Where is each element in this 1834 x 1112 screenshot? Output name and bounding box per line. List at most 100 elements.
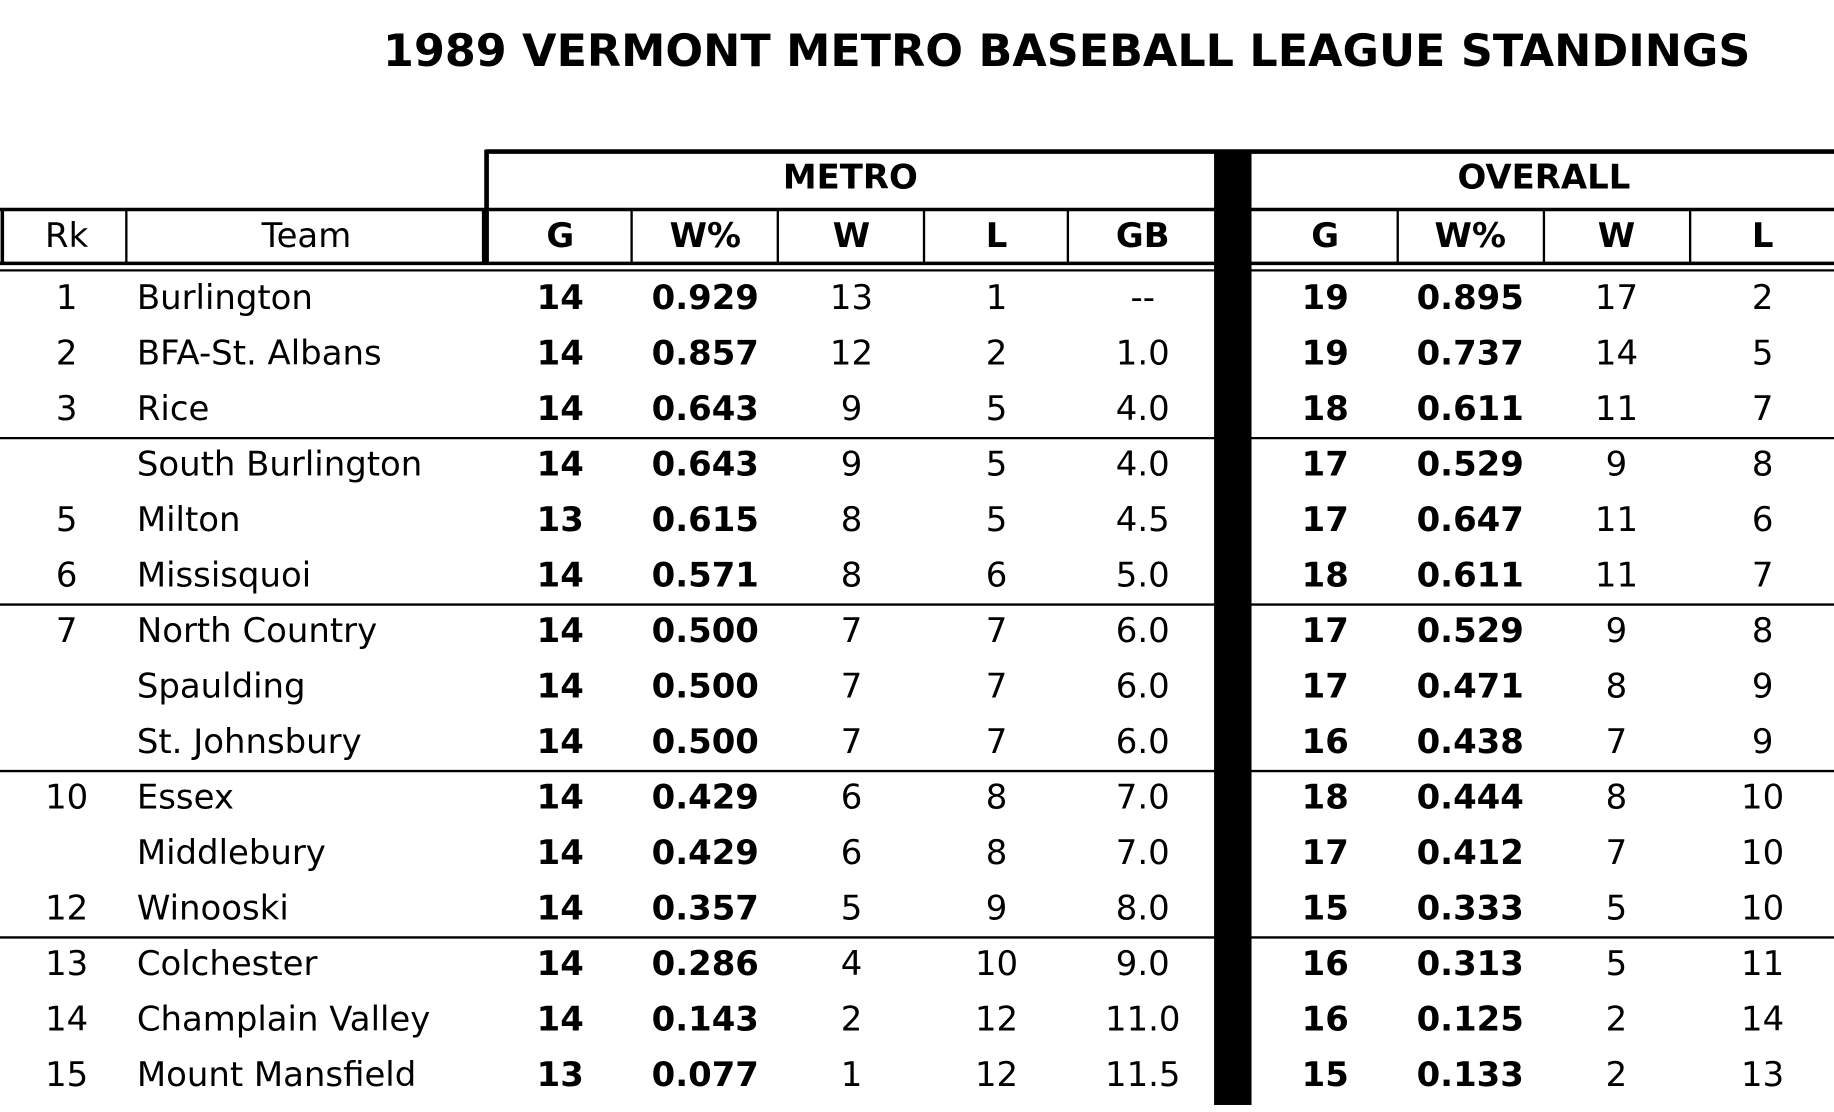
column-header: W bbox=[1598, 217, 1635, 256]
cell: 1 bbox=[56, 279, 78, 318]
cell: 14 bbox=[537, 945, 584, 984]
team-name: Colchester bbox=[137, 945, 318, 984]
cell: 17 bbox=[1302, 446, 1349, 485]
title: 1989 VERMONT METRO BASEBALL LEAGUE STAND… bbox=[383, 26, 1750, 77]
cell: 0.357 bbox=[652, 889, 759, 928]
cell: 11 bbox=[1595, 557, 1638, 596]
cell: 5 bbox=[56, 501, 78, 540]
cell: 14 bbox=[537, 557, 584, 596]
cell: 8.0 bbox=[1116, 889, 1170, 928]
cell: 0.857 bbox=[652, 335, 759, 374]
cell: 12 bbox=[830, 335, 873, 374]
cell: 15 bbox=[1302, 1056, 1349, 1095]
cell: 5 bbox=[1606, 945, 1628, 984]
cell: 5 bbox=[986, 501, 1008, 540]
cell: 14 bbox=[537, 1000, 584, 1039]
cell: 7 bbox=[56, 612, 78, 651]
cell: 0.333 bbox=[1417, 889, 1524, 928]
cell: 14 bbox=[537, 778, 584, 817]
cell: 14 bbox=[537, 889, 584, 928]
cell: 0.286 bbox=[652, 945, 759, 984]
cell: 14 bbox=[45, 1000, 88, 1039]
cell: 5.0 bbox=[1116, 557, 1170, 596]
cell: 4.0 bbox=[1116, 446, 1170, 485]
cell: 11 bbox=[1595, 501, 1638, 540]
cell: 6 bbox=[1752, 501, 1774, 540]
column-header: G bbox=[546, 217, 574, 256]
cell: 6 bbox=[986, 557, 1008, 596]
cell: 17 bbox=[1302, 612, 1349, 651]
cell: 0.444 bbox=[1417, 778, 1524, 817]
cell: 7 bbox=[1606, 834, 1628, 873]
cell: 6.0 bbox=[1116, 668, 1170, 707]
cell: 7.0 bbox=[1116, 834, 1170, 873]
cell: 8 bbox=[1606, 778, 1628, 817]
team-name: St. Johnsbury bbox=[137, 723, 362, 762]
cell: 0.895 bbox=[1417, 279, 1524, 318]
cell: 19 bbox=[1302, 279, 1349, 318]
cell: 9 bbox=[1752, 668, 1774, 707]
cell: 9 bbox=[841, 390, 863, 429]
team-name: Mount Mansfield bbox=[137, 1056, 416, 1095]
cell: 7.0 bbox=[1116, 778, 1170, 817]
divider-bar bbox=[1214, 149, 1252, 1105]
cell: 1.0 bbox=[1116, 335, 1170, 374]
cell: 14 bbox=[537, 335, 584, 374]
cell: 0.643 bbox=[652, 446, 759, 485]
cell: 18 bbox=[1302, 390, 1349, 429]
cell: 0.471 bbox=[1417, 668, 1524, 707]
cell: 0.429 bbox=[652, 778, 759, 817]
column-header: L bbox=[986, 217, 1008, 256]
cell: 13 bbox=[45, 945, 88, 984]
cell: 6.0 bbox=[1116, 612, 1170, 651]
cell: 0.500 bbox=[652, 612, 759, 651]
cell: 12 bbox=[45, 889, 88, 928]
cell: 14 bbox=[1741, 1000, 1784, 1039]
cell: 8 bbox=[986, 778, 1008, 817]
cell: 0.412 bbox=[1417, 834, 1524, 873]
cell: 0.500 bbox=[652, 723, 759, 762]
cell: 7 bbox=[841, 723, 863, 762]
cell: 1 bbox=[841, 1056, 863, 1095]
column-header: Team bbox=[261, 217, 352, 256]
team-name: Spaulding bbox=[137, 668, 306, 707]
cell: 12 bbox=[975, 1000, 1018, 1039]
column-header: GB bbox=[1116, 217, 1170, 256]
cell: 14 bbox=[537, 612, 584, 651]
cell: 2 bbox=[841, 1000, 863, 1039]
cell: 17 bbox=[1302, 834, 1349, 873]
cell: 0.643 bbox=[652, 390, 759, 429]
cell: 15 bbox=[1302, 889, 1349, 928]
cell: 0.611 bbox=[1417, 557, 1524, 596]
cell: 18 bbox=[1302, 778, 1349, 817]
cell: 17 bbox=[1302, 501, 1349, 540]
cell: 9 bbox=[986, 889, 1008, 928]
cell: 8 bbox=[1752, 446, 1774, 485]
cell: 8 bbox=[986, 834, 1008, 873]
cell: 7 bbox=[841, 612, 863, 651]
cell: 16 bbox=[1302, 945, 1349, 984]
cell: 0.500 bbox=[652, 668, 759, 707]
team-name: Winooski bbox=[137, 889, 289, 928]
team-name: Rice bbox=[137, 390, 209, 429]
cell: 0.125 bbox=[1417, 1000, 1524, 1039]
cell: 11.5 bbox=[1105, 1056, 1181, 1095]
team-name: Burlington bbox=[137, 279, 313, 318]
column-header: W% bbox=[670, 217, 741, 256]
group-header: METRO bbox=[783, 159, 918, 198]
cell: 14 bbox=[537, 446, 584, 485]
cell: 14 bbox=[537, 390, 584, 429]
cell: -- bbox=[1131, 279, 1155, 318]
cell: 10 bbox=[1741, 889, 1784, 928]
cell: 11 bbox=[1741, 945, 1784, 984]
team-name: Milton bbox=[137, 501, 241, 540]
cell: 0.929 bbox=[652, 279, 759, 318]
cell: 13 bbox=[537, 1056, 584, 1095]
cell: 0.077 bbox=[652, 1056, 759, 1095]
cell: 1 bbox=[986, 279, 1008, 318]
cell: 5 bbox=[841, 889, 863, 928]
cell: 0.615 bbox=[652, 501, 759, 540]
cell: 16 bbox=[1302, 723, 1349, 762]
team-name: North Country bbox=[137, 612, 377, 651]
